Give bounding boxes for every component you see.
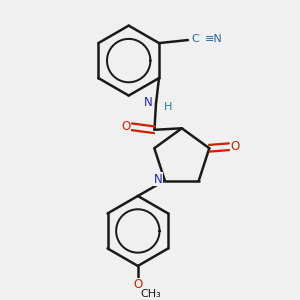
Text: C: C: [191, 34, 199, 44]
Text: N: N: [144, 96, 153, 109]
Text: CH₃: CH₃: [140, 289, 161, 299]
Text: N: N: [154, 172, 163, 185]
Text: ≡N: ≡N: [205, 34, 222, 44]
Text: O: O: [121, 120, 130, 133]
Text: O: O: [133, 278, 142, 291]
Text: O: O: [230, 140, 240, 153]
Text: H: H: [164, 102, 172, 112]
